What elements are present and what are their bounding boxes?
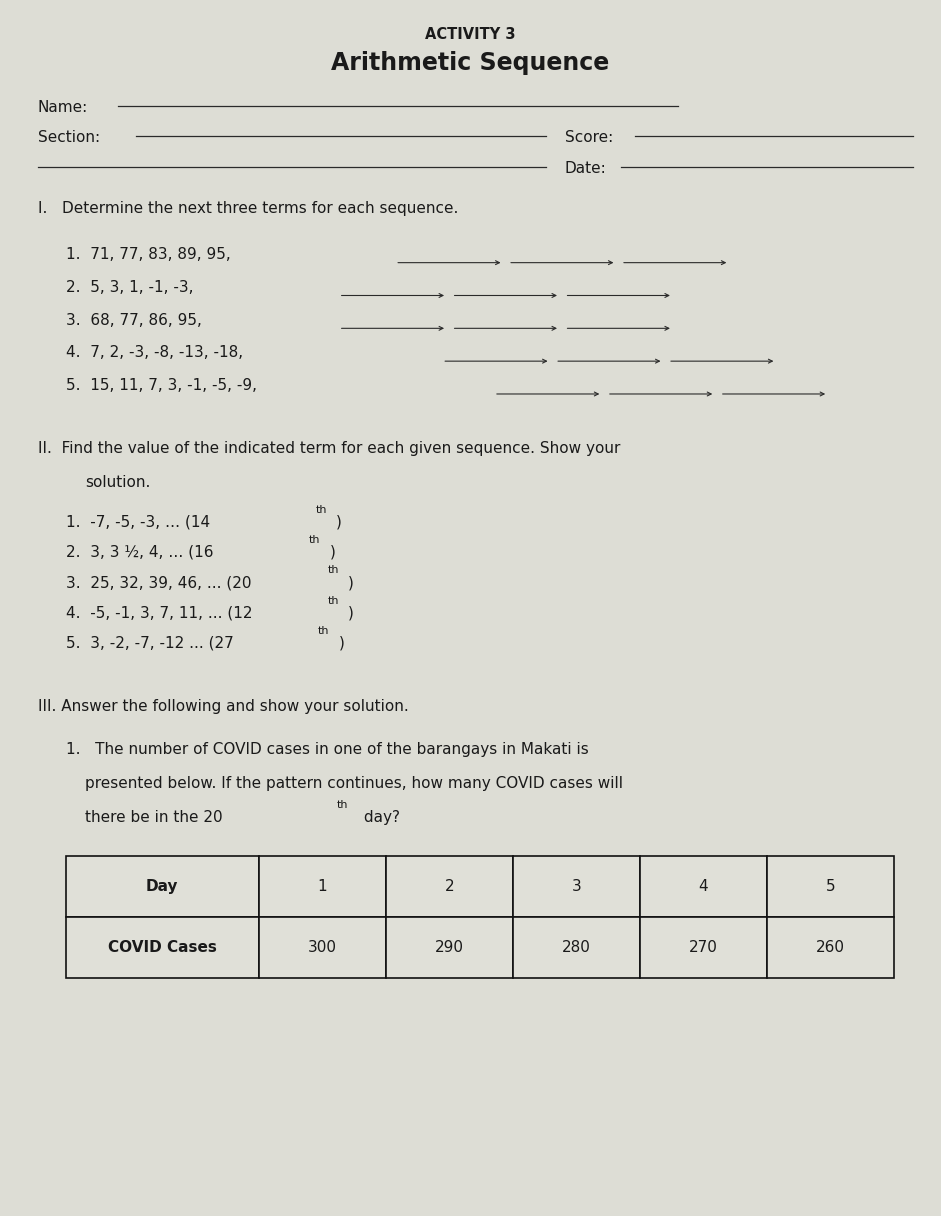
Text: 2.  3, 3 ½, 4, … (16: 2. 3, 3 ½, 4, … (16 bbox=[66, 545, 214, 559]
Text: ): ) bbox=[348, 606, 354, 620]
Text: th: th bbox=[309, 535, 320, 545]
Text: 1.   The number of COVID cases in one of the barangays in Makati is: 1. The number of COVID cases in one of t… bbox=[66, 742, 589, 756]
Bar bbox=[513, 856, 640, 917]
Bar bbox=[386, 917, 513, 978]
Bar bbox=[767, 856, 894, 917]
Text: day?: day? bbox=[359, 810, 401, 824]
Text: Score:: Score: bbox=[565, 130, 613, 145]
Bar bbox=[640, 917, 767, 978]
Bar bbox=[386, 856, 513, 917]
Text: there be in the 20: there be in the 20 bbox=[85, 810, 222, 824]
Text: th: th bbox=[315, 505, 327, 514]
Bar bbox=[640, 856, 767, 917]
Bar bbox=[767, 917, 894, 978]
Text: II.  Find the value of the indicated term for each given sequence. Show your: II. Find the value of the indicated term… bbox=[38, 441, 620, 456]
Text: th: th bbox=[327, 596, 339, 606]
Text: 280: 280 bbox=[562, 940, 591, 955]
Text: ): ) bbox=[329, 545, 335, 559]
Text: I.   Determine the next three terms for each sequence.: I. Determine the next three terms for ea… bbox=[38, 201, 458, 215]
Text: th: th bbox=[318, 626, 329, 636]
Text: Day: Day bbox=[146, 879, 179, 894]
Text: 5.  3, -2, -7, -12 ... (27: 5. 3, -2, -7, -12 ... (27 bbox=[66, 636, 233, 651]
Text: Name:: Name: bbox=[38, 100, 88, 114]
Text: 4.  7, 2, -3, -8, -13, -18,: 4. 7, 2, -3, -8, -13, -18, bbox=[66, 345, 243, 360]
Text: th: th bbox=[337, 800, 348, 810]
Text: ): ) bbox=[348, 575, 354, 590]
Text: Section:: Section: bbox=[38, 130, 100, 145]
Text: 260: 260 bbox=[816, 940, 845, 955]
Text: 4.  -5, -1, 3, 7, 11, ... (12: 4. -5, -1, 3, 7, 11, ... (12 bbox=[66, 606, 252, 620]
Text: solution.: solution. bbox=[85, 475, 150, 490]
Text: 5.  15, 11, 7, 3, -1, -5, -9,: 5. 15, 11, 7, 3, -1, -5, -9, bbox=[66, 378, 257, 393]
Text: 1.  71, 77, 83, 89, 95,: 1. 71, 77, 83, 89, 95, bbox=[66, 247, 231, 261]
Text: 1: 1 bbox=[317, 879, 327, 894]
Text: ): ) bbox=[339, 636, 344, 651]
Text: presented below. If the pattern continues, how many COVID cases will: presented below. If the pattern continue… bbox=[85, 776, 623, 790]
Text: 290: 290 bbox=[435, 940, 464, 955]
Text: ACTIVITY 3: ACTIVITY 3 bbox=[425, 27, 516, 41]
Text: 1.  -7, -5, -3, … (14: 1. -7, -5, -3, … (14 bbox=[66, 514, 210, 529]
Text: ): ) bbox=[336, 514, 342, 529]
Bar bbox=[66, 917, 259, 978]
Text: Date:: Date: bbox=[565, 161, 606, 175]
Text: 3: 3 bbox=[571, 879, 582, 894]
Text: 4: 4 bbox=[698, 879, 709, 894]
Bar bbox=[66, 856, 259, 917]
Text: 5: 5 bbox=[825, 879, 836, 894]
Text: 3.  25, 32, 39, 46, ... (20: 3. 25, 32, 39, 46, ... (20 bbox=[66, 575, 251, 590]
Bar bbox=[513, 917, 640, 978]
Bar bbox=[259, 917, 386, 978]
Text: COVID Cases: COVID Cases bbox=[108, 940, 216, 955]
Bar bbox=[259, 856, 386, 917]
Text: 2.  5, 3, 1, -1, -3,: 2. 5, 3, 1, -1, -3, bbox=[66, 280, 193, 294]
Text: 270: 270 bbox=[689, 940, 718, 955]
Text: 3.  68, 77, 86, 95,: 3. 68, 77, 86, 95, bbox=[66, 313, 201, 327]
Text: III. Answer the following and show your solution.: III. Answer the following and show your … bbox=[38, 699, 408, 714]
Text: 2: 2 bbox=[444, 879, 455, 894]
Text: Arithmetic Sequence: Arithmetic Sequence bbox=[331, 51, 610, 75]
Text: th: th bbox=[327, 565, 339, 575]
Text: 300: 300 bbox=[308, 940, 337, 955]
